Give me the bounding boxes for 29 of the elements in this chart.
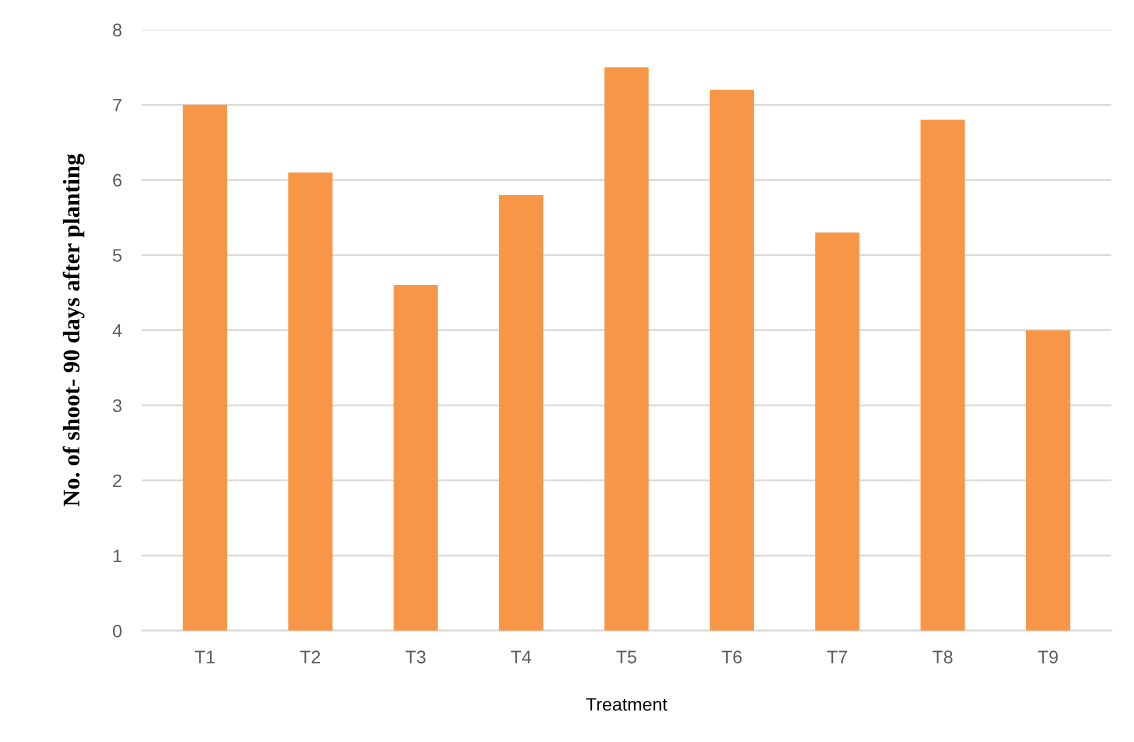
y-tick-label: 2	[113, 474, 122, 487]
y-tick-label: 4	[112, 324, 122, 337]
y-tick-label: 5	[112, 249, 122, 262]
bar	[288, 172, 333, 631]
bar	[393, 285, 438, 631]
y-axis-title: No. of shoot- 90 days after planting	[62, 153, 85, 507]
x-axis-title: Treatment	[586, 698, 668, 711]
y-tick-label: 7	[113, 98, 122, 112]
bar	[499, 194, 544, 631]
x-tick-label: T6	[721, 650, 742, 664]
y-tick-label: 3	[112, 399, 122, 413]
x-tick-label: T3	[405, 650, 426, 664]
bar	[709, 89, 755, 631]
y-tick-label: 6	[113, 173, 122, 187]
bar	[920, 119, 965, 631]
x-tick-label: T8	[932, 650, 953, 664]
x-tick-label: T1	[194, 650, 215, 664]
y-tick-label: 0	[112, 624, 122, 638]
x-tick-label: T4	[511, 650, 532, 664]
x-tick-label: T9	[1037, 650, 1058, 664]
bar	[815, 232, 860, 631]
bar	[1025, 330, 1071, 631]
x-tick-label: T7	[827, 650, 847, 664]
x-tick-label: T2	[300, 650, 320, 664]
bar	[604, 67, 649, 631]
x-tick-label: T5	[616, 650, 637, 664]
y-tick-label: 1	[113, 549, 122, 563]
y-tick-label: 8	[113, 23, 122, 37]
bar	[182, 104, 228, 631]
